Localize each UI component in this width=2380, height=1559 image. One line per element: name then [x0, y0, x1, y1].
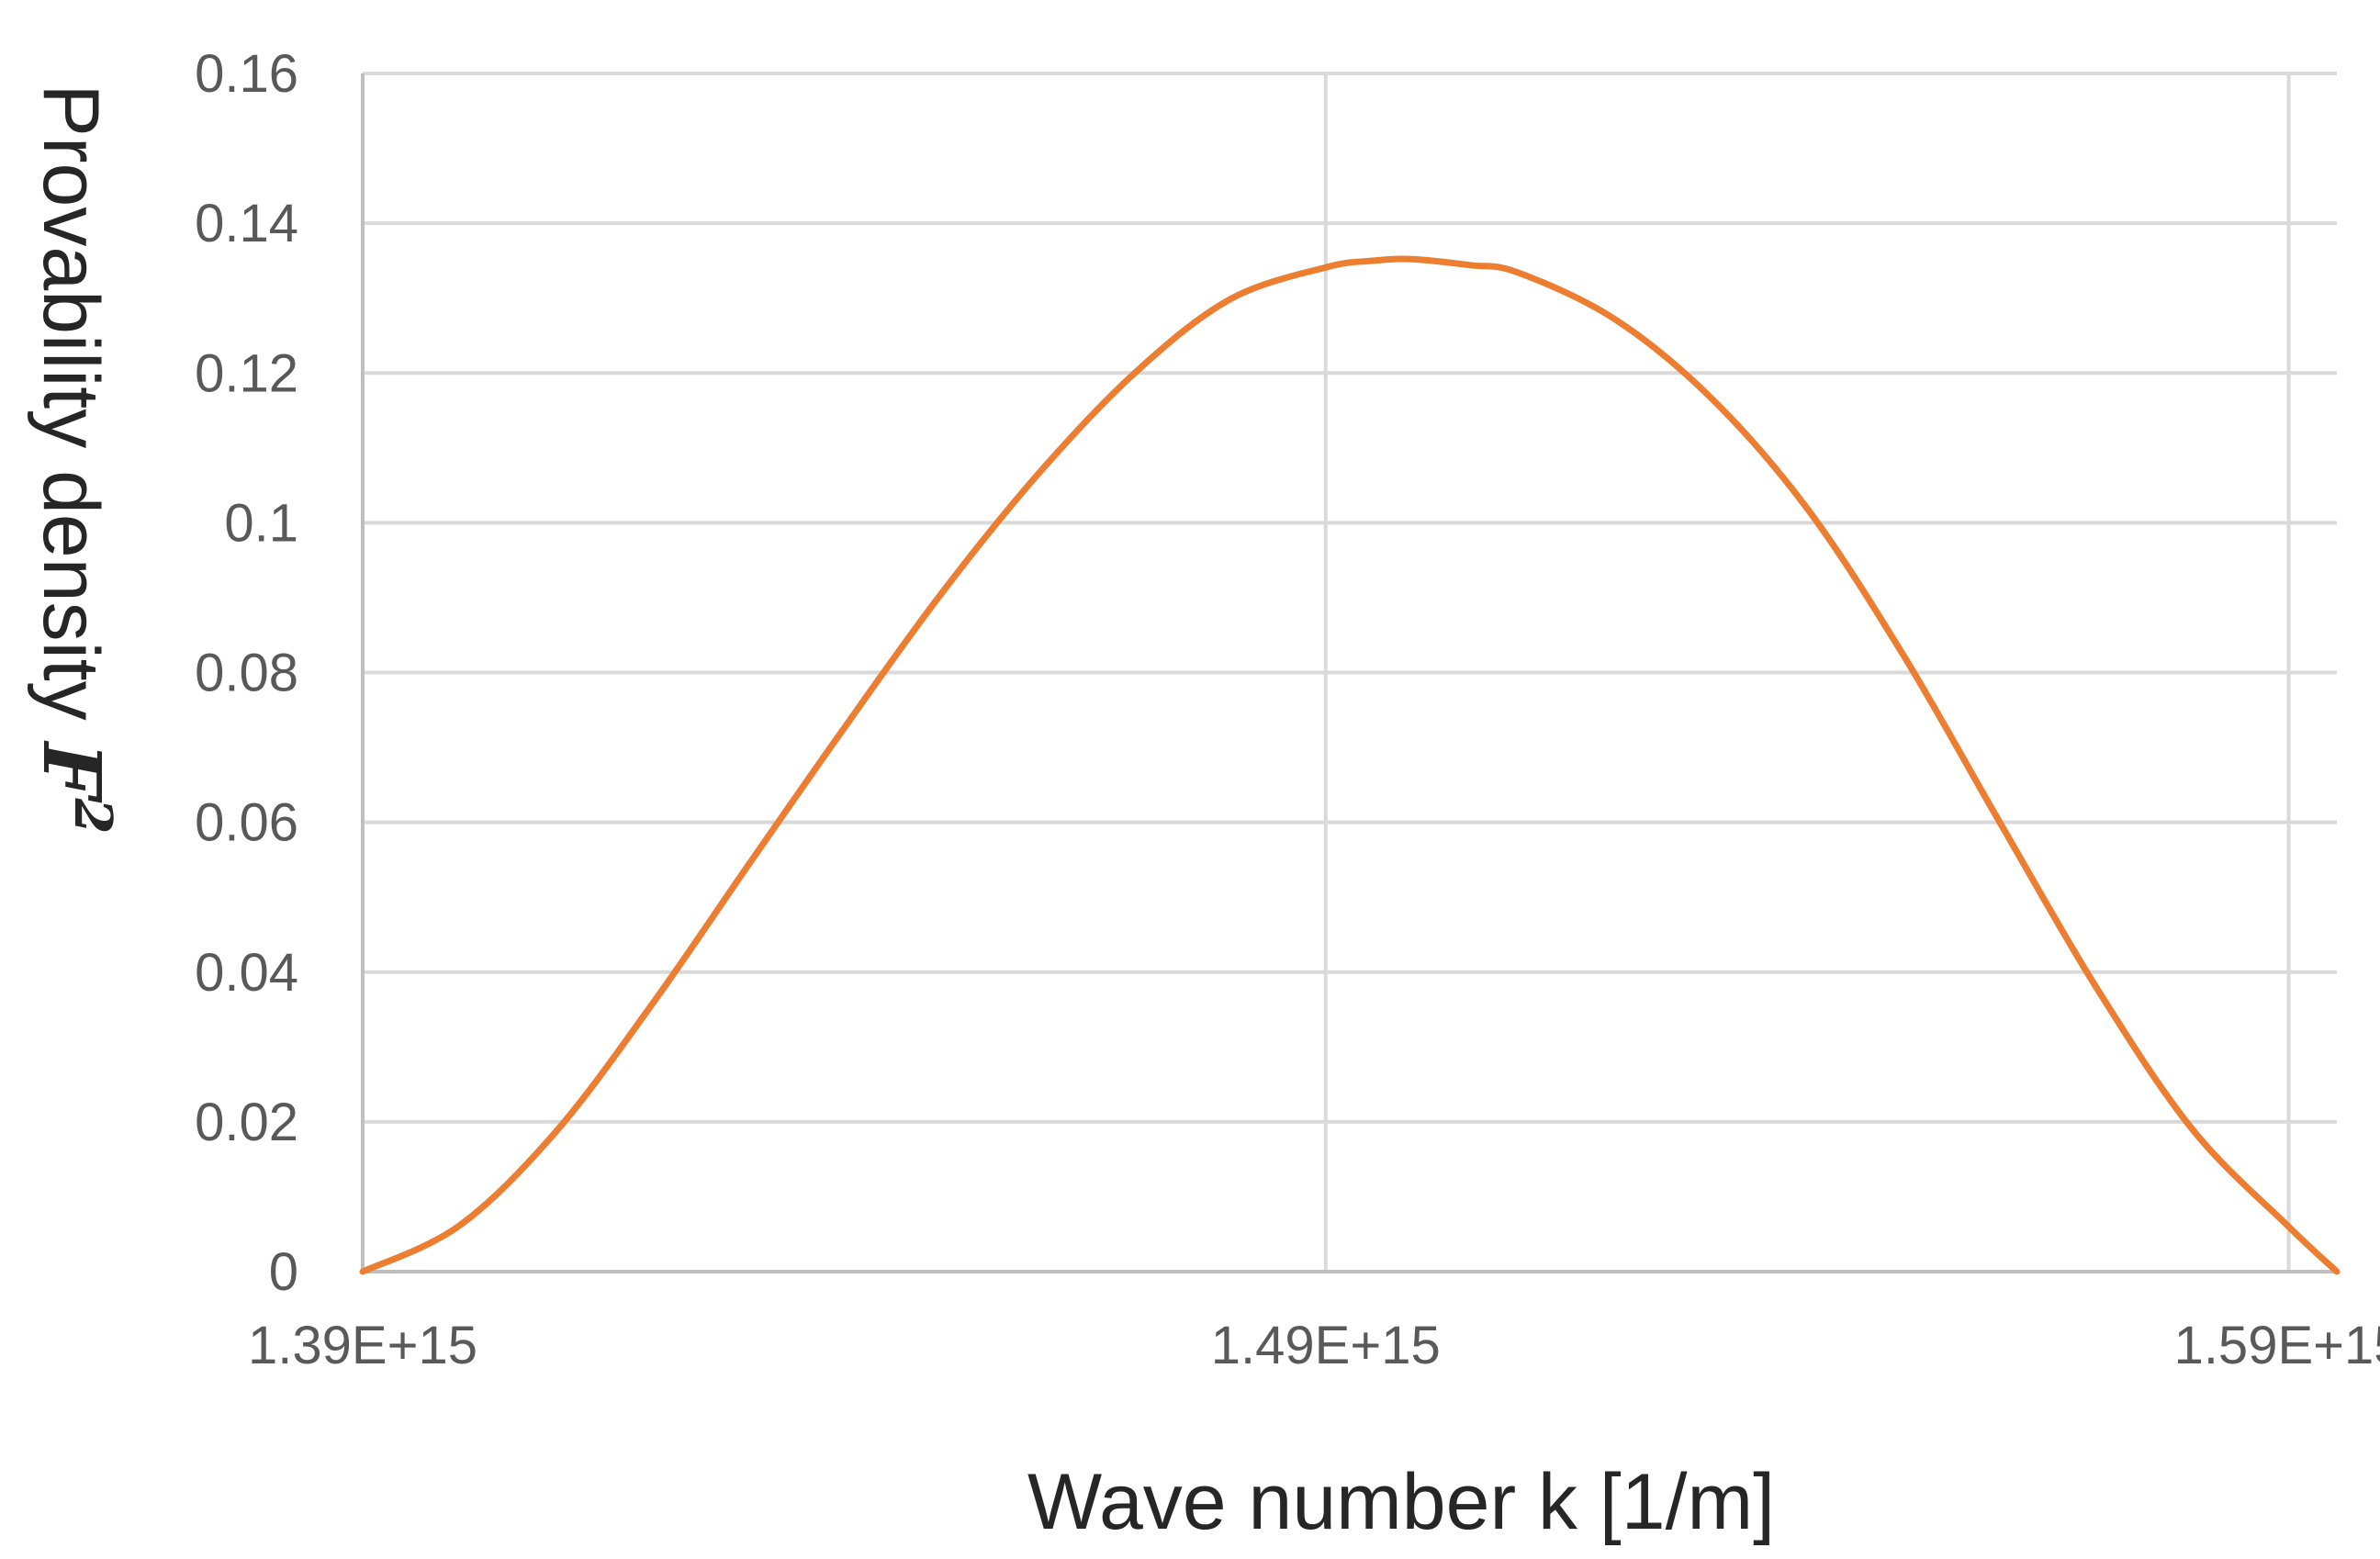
y-tick-label: 0.06 [195, 793, 298, 853]
y-axis-title: Provability density F2 [25, 84, 123, 834]
series-layer [359, 255, 2341, 1275]
y-tick-label: 0.02 [195, 1093, 298, 1152]
x-axis-title: Wave number k [1/m] [1027, 1458, 1775, 1546]
y-tick-label: 0.16 [195, 44, 298, 104]
x-tick-label: 1.59E+15 [2174, 1316, 2380, 1375]
y-tick-label: 0.08 [195, 644, 298, 703]
series-line [359, 255, 2341, 1275]
x-tick-labels: 1.39E+15 1.49E+15 1.59E+15 [248, 1316, 2380, 1375]
y-tick-label: 0 [269, 1242, 298, 1302]
y-axis-title-superscript: 2 [62, 798, 123, 835]
y-axis-title-symbol: F [25, 739, 118, 803]
y-tick-label: 0.04 [195, 943, 298, 1003]
horizontal-gridlines [363, 72, 2337, 1273]
y-tick-label: 0.12 [195, 343, 298, 403]
y-tick-labels: 0 0.02 0.04 0.06 0.08 0.1 0.12 0.14 0.16 [195, 44, 298, 1302]
x-tick-label: 1.39E+15 [248, 1316, 477, 1375]
y-axis-title-text: Provability density [27, 84, 115, 742]
x-tick-label: 1.49E+15 [1211, 1316, 1441, 1375]
y-tick-label: 0.14 [195, 194, 298, 253]
y-tick-label: 0.1 [224, 493, 298, 553]
